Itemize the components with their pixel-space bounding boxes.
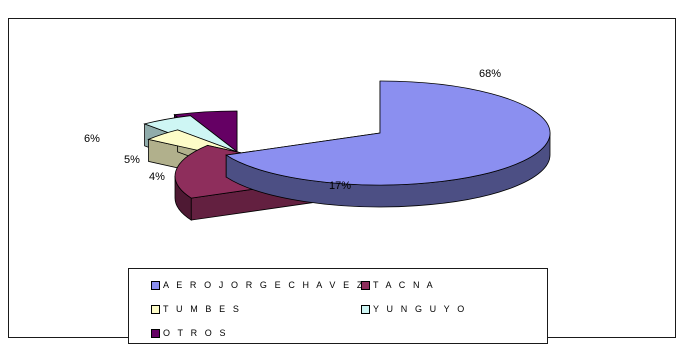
legend-item-yunguyo: Y U N G U Y O	[361, 302, 467, 316]
legend-item-otros: O T R O S	[151, 326, 228, 340]
legend-label: T A C N A	[373, 280, 436, 290]
legend-label: T U M B E S	[163, 304, 242, 314]
chart-legend: A E R O J O R G E C H A V E Z T A C N A …	[128, 268, 548, 344]
legend-item-aero-jorge-chavez: A E R O J O R G E C H A V E Z	[151, 278, 365, 292]
legend-item-tacna: T A C N A	[361, 278, 435, 292]
pie-sides	[143, 80, 551, 221]
data-label-otros: 6%	[84, 133, 100, 145]
legend-swatch-tumbes	[151, 304, 160, 314]
legend-swatch-tacna	[361, 280, 370, 290]
legend-label: O T R O S	[163, 328, 229, 338]
legend-swatch-aero-jorge-chavez	[151, 280, 160, 290]
legend-label: A E R O J O R G E C H A V E Z	[163, 280, 365, 290]
data-label-aero-jorge-chavez: 68%	[479, 68, 501, 80]
legend-swatch-otros	[151, 328, 160, 338]
data-label-yunguyo: 5%	[124, 154, 140, 166]
data-label-tacna: 17%	[329, 180, 351, 192]
slice-aero-jorge-chavez-sides	[225, 80, 551, 208]
pie-data-labels: 68% 17% 4% 5% 6%	[84, 68, 501, 192]
slice-aero-jorge-chavez-top	[225, 80, 551, 186]
legend-label: Y U N G U Y O	[373, 304, 467, 314]
data-label-tumbes: 4%	[149, 171, 165, 183]
legend-item-tumbes: T U M B E S	[151, 302, 241, 316]
legend-swatch-yunguyo	[361, 304, 370, 314]
